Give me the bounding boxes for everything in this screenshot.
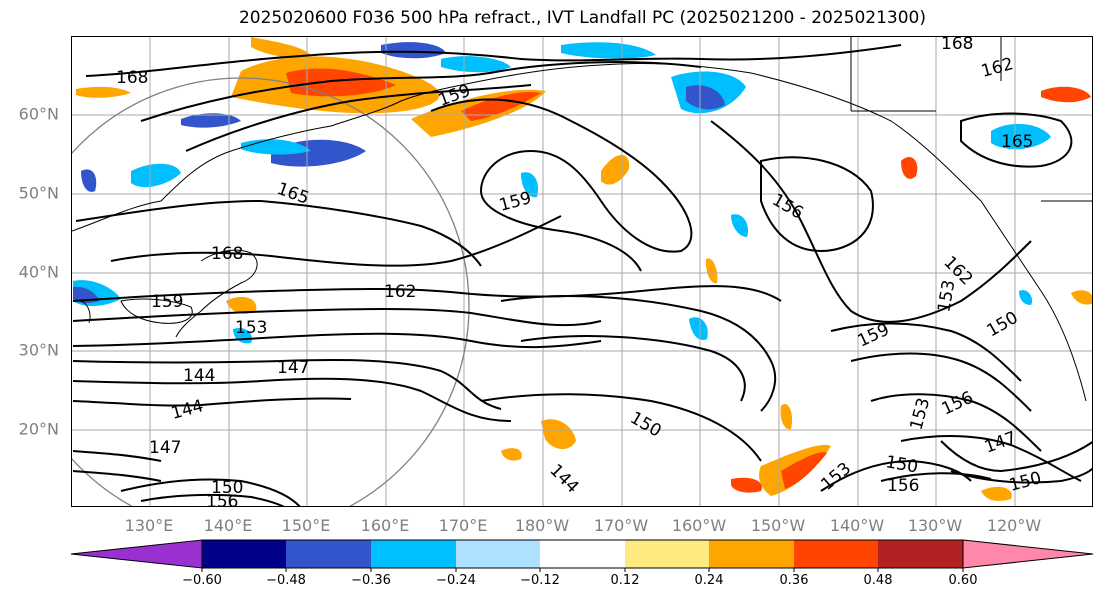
lon-label-140e: 140°E bbox=[203, 516, 253, 535]
colorbar-segments bbox=[70, 539, 1094, 572]
positive-anomaly-patch bbox=[541, 419, 576, 450]
colorbar-tick: 0.24 bbox=[694, 573, 724, 588]
negative-anomaly-patch bbox=[731, 214, 749, 237]
contour-label: 147 bbox=[277, 358, 309, 378]
coastlines bbox=[72, 37, 1092, 402]
contour-label: 147 bbox=[149, 438, 181, 458]
colorbar-bin bbox=[286, 540, 371, 568]
contour-label: 168 bbox=[941, 37, 973, 54]
lon-label-180w: 180°W bbox=[514, 516, 570, 535]
positive-anomaly-patch bbox=[781, 452, 827, 489]
contour-lines bbox=[72, 44, 1092, 506]
positive-anomaly-patch bbox=[501, 448, 522, 461]
lon-label-160w: 160°W bbox=[671, 516, 727, 535]
negative-anomaly-patch bbox=[689, 317, 708, 341]
colorbar-bin bbox=[709, 540, 794, 568]
colorbar-bin bbox=[625, 540, 709, 568]
positive-anomaly-patch bbox=[251, 37, 311, 58]
lat-label-60n: 60°N bbox=[18, 104, 59, 124]
colorbar-bin bbox=[456, 540, 540, 568]
lat-label-50n: 50°N bbox=[18, 183, 59, 203]
colorbar-tick: −0.24 bbox=[436, 573, 476, 588]
lat-label-40n: 40°N bbox=[18, 262, 59, 282]
positive-anomaly-patch bbox=[1071, 290, 1092, 305]
contour-label: 165 bbox=[1001, 132, 1033, 152]
colorbar-bin bbox=[202, 540, 286, 568]
negative-anomaly-patch bbox=[181, 113, 241, 128]
contour-label: 144 bbox=[183, 366, 215, 386]
positive-anomaly-patch bbox=[705, 258, 718, 284]
colorbar-tick: 0.48 bbox=[863, 573, 893, 588]
colorbar-bin bbox=[371, 540, 456, 568]
lon-label-170w: 170°W bbox=[593, 516, 649, 535]
contour-label: 168 bbox=[116, 68, 148, 88]
figure-title: 2025020600 F036 500 hPa refract., IVT La… bbox=[238, 8, 926, 28]
colorbar-tick: −0.36 bbox=[351, 573, 391, 588]
colorbar-tick: 0.60 bbox=[948, 573, 978, 588]
positive-anomaly-patch bbox=[226, 296, 257, 314]
range-ring bbox=[72, 77, 470, 506]
contour-label: 159 bbox=[151, 292, 183, 312]
map-canvas: 168 159 165 168 159 162 153 147 144 144 … bbox=[72, 37, 1092, 507]
colorbar-tick: −0.60 bbox=[182, 573, 222, 588]
negative-anomaly-patch bbox=[81, 169, 97, 192]
colorbar-tick: 0.36 bbox=[779, 573, 809, 588]
lat-label-30n: 30°N bbox=[18, 340, 59, 360]
colorbar-tick: −0.48 bbox=[266, 573, 306, 588]
lon-label-130w: 130°W bbox=[907, 516, 963, 535]
lon-label-160e: 160°E bbox=[360, 516, 410, 535]
lon-label-150w: 150°W bbox=[750, 516, 806, 535]
negative-anomaly-patch bbox=[441, 56, 511, 73]
positive-anomaly-patch bbox=[461, 91, 541, 121]
contour-label: 168 bbox=[211, 244, 243, 264]
colorbar-extend-high bbox=[962, 539, 1094, 569]
colorbar-bin bbox=[540, 540, 625, 568]
colorbar-extend-low bbox=[70, 539, 203, 569]
negative-anomaly-patch bbox=[686, 85, 725, 110]
contour-label: 150 bbox=[211, 478, 243, 498]
positive-anomaly-patch bbox=[981, 486, 1012, 501]
negative-anomaly-patch bbox=[131, 163, 181, 188]
graticule bbox=[72, 37, 1092, 506]
negative-anomaly-patch bbox=[381, 42, 446, 59]
lon-label-130e: 130°E bbox=[124, 516, 174, 535]
shading-layer bbox=[73, 37, 1092, 501]
colorbar-outline bbox=[201, 539, 964, 569]
contour-label: 162 bbox=[384, 282, 416, 302]
colorbar-tick: 0.12 bbox=[610, 573, 640, 588]
negative-anomaly-patch bbox=[241, 139, 311, 155]
negative-anomaly-patch bbox=[991, 123, 1051, 150]
contour-label: 153 bbox=[235, 318, 267, 338]
lon-label-140w: 140°W bbox=[829, 516, 885, 535]
positive-anomaly-patch bbox=[731, 477, 762, 493]
positive-anomaly-patch bbox=[1041, 86, 1091, 103]
contour-label: 156 bbox=[206, 492, 238, 507]
map-panel: 168 159 165 168 159 162 153 147 144 144 … bbox=[71, 36, 1093, 507]
colorbar-tick: −0.12 bbox=[520, 573, 560, 588]
lon-label-170e: 170°E bbox=[438, 516, 488, 535]
positive-anomaly-patch bbox=[780, 403, 793, 430]
negative-anomaly-patch bbox=[561, 42, 656, 59]
negative-anomaly-patch bbox=[521, 172, 539, 198]
positive-anomaly-patch bbox=[76, 86, 131, 98]
positive-anomaly-patch bbox=[901, 156, 918, 179]
colorbar-bin bbox=[878, 540, 963, 568]
lat-label-20n: 20°N bbox=[18, 419, 59, 439]
lon-label-150e: 150°E bbox=[281, 516, 331, 535]
lon-label-120w: 120°W bbox=[986, 516, 1042, 535]
colorbar-bin bbox=[794, 540, 878, 568]
negative-anomaly-patch bbox=[1019, 290, 1033, 305]
contour-label: 156 bbox=[887, 476, 919, 496]
